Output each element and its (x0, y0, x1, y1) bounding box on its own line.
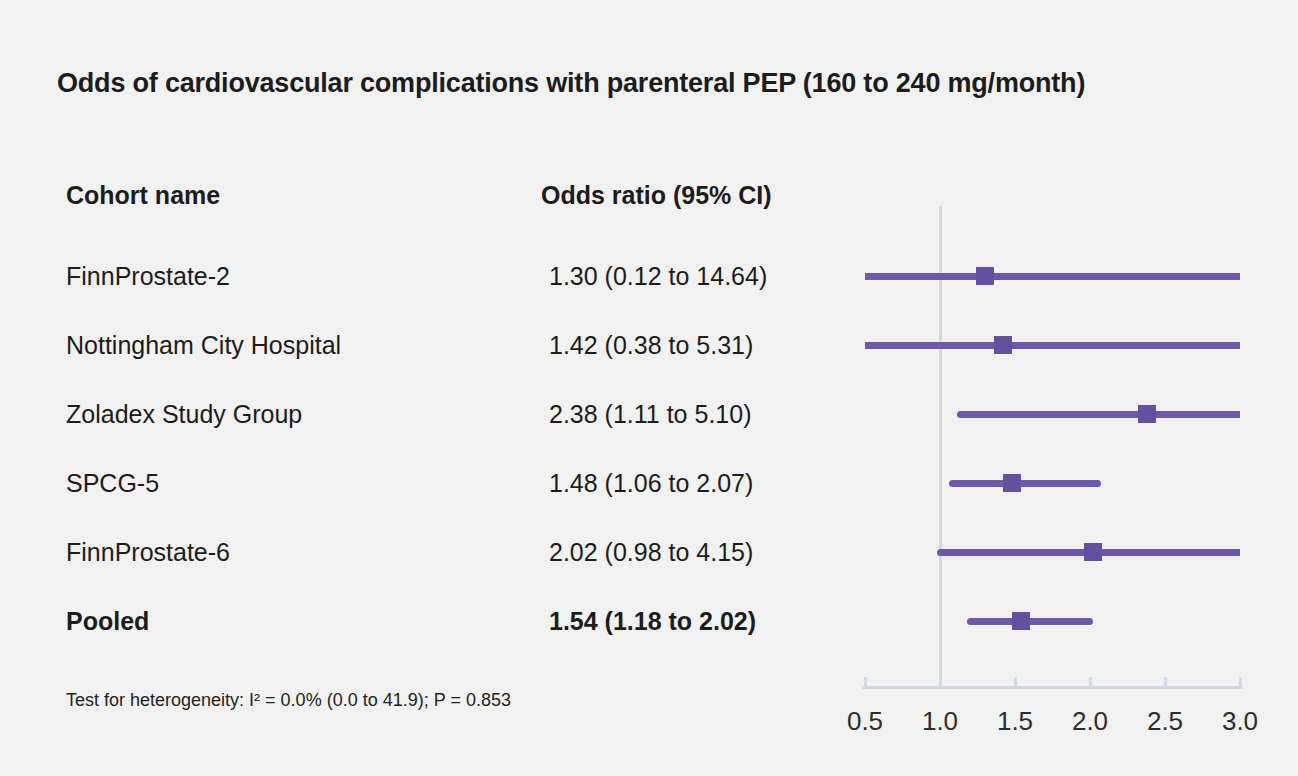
odds-ratio-value: 1.42 (0.38 to 5.31) (549, 331, 753, 360)
x-axis-tick-label: 1.5 (997, 706, 1033, 737)
cohort-name: FinnProstate-2 (66, 262, 230, 291)
cohort-name: Nottingham City Hospital (66, 331, 341, 360)
x-axis-tick-label: 2.5 (1147, 706, 1183, 737)
x-axis-tick-label: 0.5 (847, 706, 883, 737)
chart-title: Odds of cardiovascular complications wit… (57, 68, 1085, 99)
x-axis-tick (1239, 677, 1242, 686)
cohort-name: FinnProstate-6 (66, 538, 230, 567)
confidence-interval-line (949, 480, 1101, 487)
odds-ratio-value: 1.54 (1.18 to 2.02) (549, 607, 756, 636)
cohort-name: Pooled (66, 607, 149, 636)
odds-ratio-value: 1.30 (0.12 to 14.64) (549, 262, 767, 291)
forest-plot-figure: Odds of cardiovascular complications wit… (0, 0, 1298, 776)
odds-ratio-marker (1012, 612, 1030, 630)
x-axis-tick-label: 3.0 (1222, 706, 1258, 737)
x-axis-tick (1014, 677, 1017, 686)
x-axis-tick (1089, 677, 1092, 686)
cohort-name: Zoladex Study Group (66, 400, 302, 429)
confidence-interval-line (957, 411, 1241, 418)
confidence-interval-line (865, 342, 1240, 349)
x-axis-tick (939, 677, 942, 686)
confidence-interval-line (967, 618, 1093, 625)
odds-ratio-marker (1003, 474, 1021, 492)
column-header-cohort-name: Cohort name (66, 181, 220, 210)
x-axis-tick (1164, 677, 1167, 686)
x-axis-tick (864, 677, 867, 686)
odds-ratio-value: 1.48 (1.06 to 2.07) (549, 469, 753, 498)
odds-ratio-value: 2.02 (0.98 to 4.15) (549, 538, 753, 567)
odds-ratio-marker (994, 336, 1012, 354)
odds-ratio-value: 2.38 (1.11 to 5.10) (549, 400, 751, 429)
odds-ratio-marker (976, 267, 994, 285)
x-axis-line (862, 686, 1243, 689)
odds-ratio-marker (1084, 543, 1102, 561)
odds-ratio-marker (1138, 405, 1156, 423)
x-axis-tick-label: 2.0 (1072, 706, 1108, 737)
heterogeneity-note: Test for heterogeneity: I² = 0.0% (0.0 t… (66, 690, 511, 711)
cohort-name: SPCG-5 (66, 469, 159, 498)
confidence-interval-line (865, 273, 1240, 280)
column-header-odds-ratio: Odds ratio (95% CI) (541, 181, 772, 210)
x-axis-tick-label: 1.0 (922, 706, 958, 737)
